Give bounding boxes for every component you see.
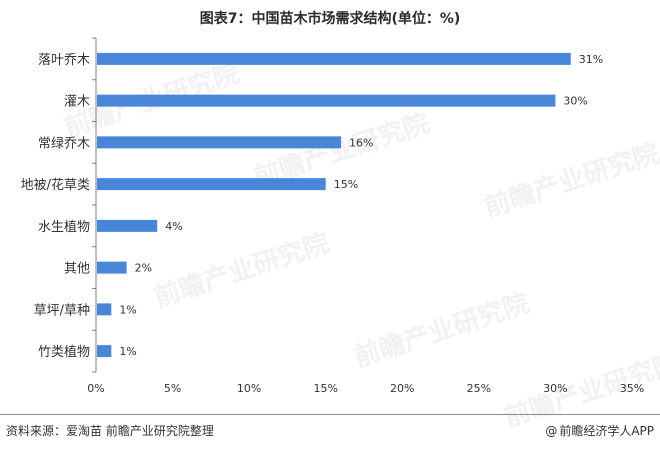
credit-note: @ 前瞻经济学人APP xyxy=(545,422,654,439)
value-label: 1% xyxy=(119,303,136,316)
bar xyxy=(97,52,571,65)
bar xyxy=(97,94,556,107)
value-label: 31% xyxy=(579,53,603,66)
category-label: 水生植物 xyxy=(38,220,90,235)
x-tick-label: 35% xyxy=(620,382,644,395)
source-note: 资料来源：爱淘苗 前瞻产业研究院整理 xyxy=(6,424,214,438)
category-label: 其他 xyxy=(64,262,90,277)
x-tick-label: 20% xyxy=(390,382,414,395)
bar xyxy=(97,178,326,191)
x-tick-label: 5% xyxy=(164,382,181,395)
x-tick-label: 25% xyxy=(467,382,491,395)
bar xyxy=(97,136,342,149)
value-label: 16% xyxy=(349,136,373,149)
credit-text: 前瞻经济学人APP xyxy=(559,424,654,438)
x-tick-label: 30% xyxy=(543,382,567,395)
x-tick-label: 15% xyxy=(313,382,337,395)
x-tick-label: 0% xyxy=(87,382,104,395)
category-label: 常绿乔木 xyxy=(38,136,90,151)
footer-divider xyxy=(0,414,660,415)
value-label: 2% xyxy=(135,262,152,275)
value-label: 4% xyxy=(165,220,182,233)
value-label: 30% xyxy=(563,95,587,108)
value-label: 1% xyxy=(119,345,136,358)
category-label: 灌木 xyxy=(64,95,90,110)
value-label: 15% xyxy=(334,178,358,191)
chart-title: 图表7：中国苗木市场需求结构(单位：%) xyxy=(199,11,461,27)
at-icon: @ xyxy=(545,424,558,438)
bar-chart: 落叶乔木 31% 灌木 30% 常绿乔木 16% 地被/花草类 15% 水生植物 4% 其他 2% 草坪… xyxy=(21,37,644,395)
x-tick-label: 10% xyxy=(237,382,261,395)
category-label: 地被/花草类 xyxy=(21,177,90,193)
category-label: 落叶乔木 xyxy=(38,53,90,68)
category-label: 草坪/草种 xyxy=(34,303,90,318)
category-label: 竹类植物 xyxy=(38,345,90,360)
bar xyxy=(97,303,112,316)
bar xyxy=(97,345,112,358)
bar xyxy=(97,261,127,274)
bar xyxy=(97,219,158,232)
